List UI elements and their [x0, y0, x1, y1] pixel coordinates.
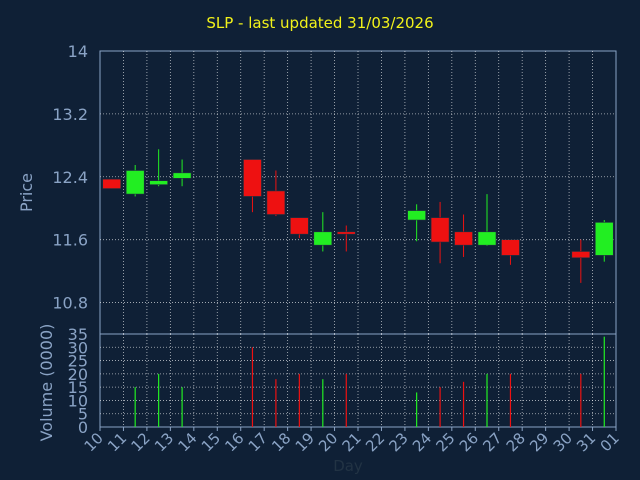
- x-tick-label: 13: [151, 429, 177, 455]
- volume-tick-label: 35: [68, 325, 88, 344]
- x-tick-label: 18: [268, 429, 294, 455]
- x-tick-label: 25: [432, 429, 458, 455]
- candle-body: [149, 180, 168, 185]
- x-axis-label: Day: [333, 457, 363, 475]
- volume-tick-label: 20: [68, 365, 88, 384]
- x-tick-label: 21: [339, 429, 365, 455]
- volume-axis-label: Volume (0000): [37, 324, 56, 442]
- candle-body: [594, 222, 614, 256]
- candle-body: [102, 178, 122, 189]
- x-tick-label: 22: [362, 429, 388, 455]
- candle-body: [125, 170, 145, 195]
- price-axis-label: Price: [17, 173, 36, 212]
- candle-body: [501, 239, 520, 256]
- x-tick-label: 17: [245, 429, 271, 455]
- x-tick-label: 15: [198, 429, 224, 455]
- price-tick-label: 12.4: [52, 168, 88, 187]
- x-tick-label: 30: [550, 429, 576, 455]
- volume-tick-label: 30: [68, 338, 88, 357]
- price-tick-label: 10.8: [52, 294, 88, 313]
- candle-body: [290, 217, 309, 235]
- x-tick-label: 16: [221, 429, 247, 455]
- x-tick-label: 24: [409, 429, 435, 455]
- x-tick-label: 28: [503, 429, 529, 455]
- price-tick-label: 13.2: [52, 105, 88, 124]
- price-tick-label: 11.6: [52, 231, 88, 250]
- x-tick-label: 12: [128, 429, 154, 455]
- volume-tick-label: 5: [78, 405, 88, 424]
- candle-body: [172, 172, 192, 179]
- volume-tick-label: 15: [68, 378, 88, 397]
- candle-body: [336, 231, 356, 235]
- candle-body: [571, 251, 591, 259]
- x-tick-label: 29: [526, 429, 552, 455]
- x-tick-label: 14: [174, 429, 200, 455]
- candle-body: [243, 159, 262, 197]
- candle-body: [477, 231, 497, 246]
- candle-body: [266, 190, 286, 215]
- candle-body: [430, 217, 450, 243]
- volume-tick-label: 25: [68, 352, 88, 371]
- volume-tick-label: 10: [68, 391, 88, 410]
- x-tick-label: 23: [386, 429, 412, 455]
- volume-panel-frame: [99, 333, 617, 428]
- candle-body: [313, 231, 333, 246]
- x-tick-label: 31: [573, 429, 599, 455]
- x-tick-label: 20: [315, 429, 341, 455]
- price-tick-label: 14: [68, 42, 88, 61]
- volume-tick-label: 0: [78, 418, 88, 437]
- x-tick-label: 11: [104, 429, 130, 455]
- x-tick-label: 27: [479, 429, 505, 455]
- chart-title: SLP - last updated 31/03/2026: [206, 14, 434, 32]
- x-tick-label: 26: [456, 429, 482, 455]
- candle-body: [407, 210, 426, 221]
- x-tick-label: 01: [597, 429, 623, 455]
- candle-body: [454, 231, 473, 246]
- x-tick-label: 19: [292, 429, 318, 455]
